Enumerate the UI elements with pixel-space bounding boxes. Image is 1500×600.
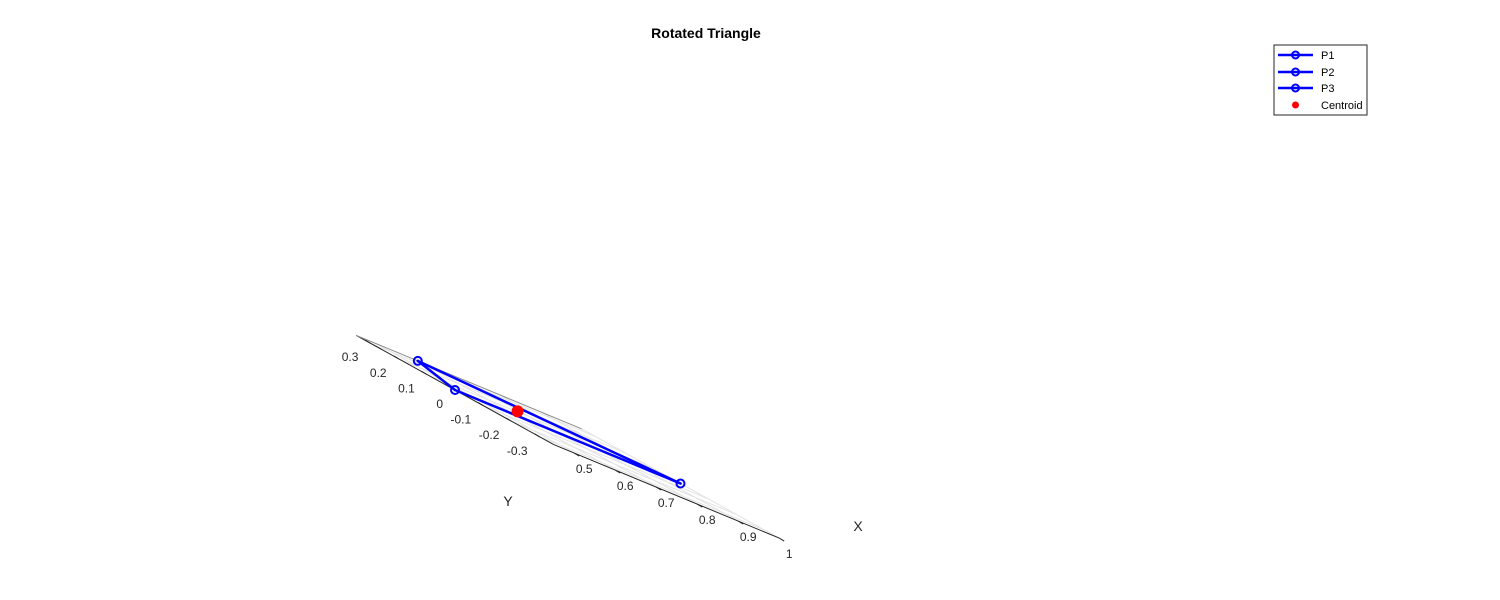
x-tick-mark-1 <box>614 469 621 474</box>
x-tick-label-3: 0.8 <box>699 513 716 527</box>
y-tick-label-2: -0.1 <box>451 413 472 427</box>
y-tick-mark-0 <box>534 433 540 438</box>
x-tick-mark-4 <box>737 520 744 525</box>
legend-p3-marker <box>1291 83 1300 93</box>
y-tick-mark-1 <box>506 417 512 422</box>
legend-item-p3: P3 <box>1278 83 1334 95</box>
legend-p2-label: P2 <box>1321 67 1334 79</box>
tick-labels: 0.5 0.6 0.7 0.8 0.9 1 -0.3 -0.2 -0.1 0 0.1 0.2 0.3 <box>342 339 793 561</box>
y-tick-label-0: -0.3 <box>507 444 528 458</box>
x-tick-label-5: 1 <box>786 547 793 561</box>
y-tick-mark-2 <box>477 402 484 407</box>
x-tick-label-1: 0.6 <box>617 479 634 493</box>
y-tick-mark-4 <box>421 370 428 375</box>
legend-item-p1: P1 <box>1278 50 1334 62</box>
y-tick-label-4: 0.1 <box>398 381 415 395</box>
y-tick-label-3: 0 <box>436 397 443 411</box>
y-tick-label-5: 0.2 <box>370 366 387 380</box>
x-tick-mark-0 <box>573 452 580 457</box>
grid-line-y-6 <box>370 342 597 438</box>
grid-line-y-1 <box>511 420 738 516</box>
back-edge-line <box>356 334 582 430</box>
y-tick-mark-6 <box>365 339 371 344</box>
vertex-marker-p3 <box>675 478 686 489</box>
legend-item-p2: P2 <box>1278 67 1334 79</box>
legend-p2-marker <box>1291 67 1300 77</box>
legend-centroid-marker <box>1292 101 1299 109</box>
x-tick-mark-2 <box>655 486 662 491</box>
x-axis-line <box>553 444 780 539</box>
data-series <box>412 355 686 489</box>
legend-p3-label: P3 <box>1321 83 1334 95</box>
grid-line-y-0 <box>539 436 766 531</box>
vertex-marker-p2 <box>412 355 423 366</box>
legend-p1-marker <box>1291 50 1300 60</box>
x-tick-label-2: 0.7 <box>658 496 675 510</box>
x-tick-mark-3 <box>696 503 703 508</box>
legend-centroid-label: Centroid <box>1321 100 1363 112</box>
x-axis-label: X <box>853 518 863 534</box>
legend: P1 P2 P3 Centroid <box>1273 44 1368 116</box>
vertex-marker-p1 <box>450 385 460 395</box>
y-tick-mark-5 <box>393 355 399 360</box>
y-tick-label-6: 0.3 <box>342 350 359 364</box>
triangle-edge-p3-p1 <box>453 388 682 485</box>
triangle-edge-p1-p2 <box>416 359 457 392</box>
chart-title: Rotated Triangle <box>651 25 761 41</box>
y-tick-label-1: -0.2 <box>479 428 500 442</box>
centroid-marker <box>511 405 524 418</box>
grid-line-y-2 <box>483 405 709 500</box>
legend-item-centroid: Centroid <box>1292 100 1363 112</box>
y-axis-label: Y <box>503 493 513 509</box>
legend-box <box>1273 44 1368 116</box>
x-tick-label-0: 0.5 <box>576 462 593 476</box>
x-tick-mark-5 <box>778 537 785 542</box>
x-tick-label-4: 0.9 <box>740 530 757 544</box>
triangle-edge-p2-p3 <box>416 359 682 485</box>
legend-p1-label: P1 <box>1321 50 1334 62</box>
